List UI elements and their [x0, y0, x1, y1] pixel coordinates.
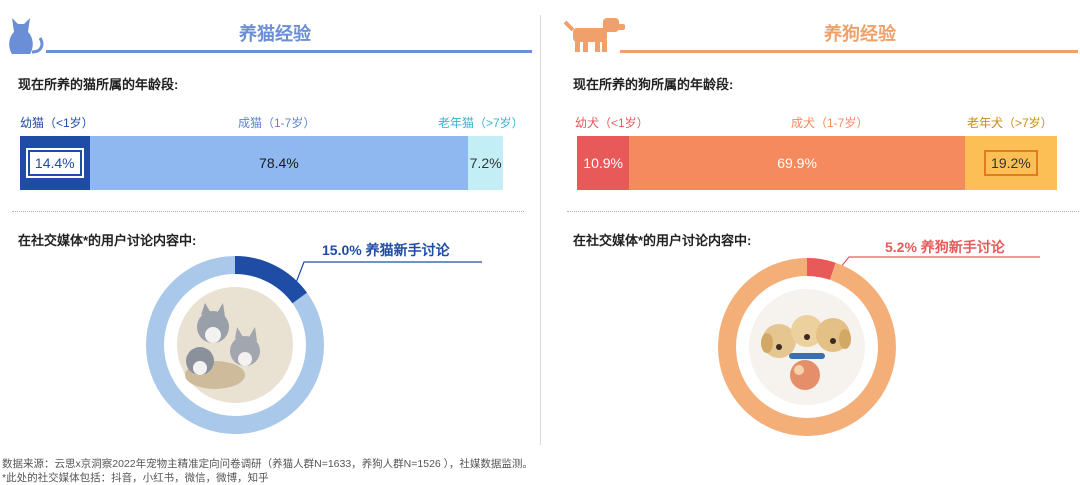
dog-age-question: 现在所养的狗所属的年龄段:: [573, 77, 734, 92]
dog-seg-adult: 69.9%: [629, 136, 965, 190]
dog-social-question: 在社交媒体*的用户讨论内容中:: [573, 233, 752, 248]
dog-callout: 5.2% 养狗新手讨论: [885, 239, 1005, 255]
dog-value-senior: 19.2%: [983, 149, 1039, 177]
cat-donut-slice: [234, 256, 307, 304]
cat-seg-young: 14.4%: [20, 136, 90, 190]
cat-value-senior: 7.2%: [469, 155, 502, 171]
cat-callout: 15.0% 养猫新手讨论: [322, 242, 450, 258]
cat-callout-line: [293, 261, 482, 289]
cat-donut: [146, 256, 324, 434]
dog-header-line: [620, 50, 1078, 53]
dog-seg-senior: 19.2%: [964, 136, 1057, 190]
cat-header-line: [46, 50, 532, 53]
cat-age-bar: 14.4% 78.4% 7.2%: [20, 136, 503, 190]
dog-donut: [718, 258, 896, 436]
dog-panel: 养狗经验 现在所养的狗所属的年龄段: 幼犬（<1岁） 成犬（1-7岁） 老年犬（…: [545, 0, 1080, 450]
cat-age-question: 现在所养的猫所属的年龄段:: [18, 77, 179, 92]
cat-label-senior: 老年猫（>7岁）: [438, 116, 524, 130]
dog-donut-slice: [806, 258, 836, 280]
panel-divider: [540, 15, 541, 445]
dog-icon: [563, 18, 625, 52]
cat-value-young: 14.4%: [25, 148, 84, 178]
dog-label-senior: 老年犬（>7岁）: [967, 116, 1053, 130]
dog-value-young: 10.9%: [583, 155, 623, 171]
cat-label-adult: 成猫（1-7岁）: [238, 116, 316, 130]
dog-label-young: 幼犬（<1岁）: [575, 116, 649, 130]
cat-seg-senior: 7.2%: [468, 136, 503, 190]
cat-value-adult: 78.4%: [259, 155, 299, 171]
dog-age-bar: 10.9% 69.9% 19.2%: [577, 136, 1057, 190]
dog-label-adult: 成犬（1-7岁）: [791, 116, 869, 130]
footnote-source: 数据来源：云思x京洞察2022年宠物主精准定向问卷调研（养猫人群N=1633，养…: [2, 458, 533, 470]
dog-title: 养狗经验: [824, 24, 896, 44]
cat-separator: [12, 211, 524, 212]
cat-seg-adult: 78.4%: [89, 136, 469, 190]
cat-icon: [9, 18, 44, 54]
dog-separator: [567, 211, 1079, 212]
footnote-social-media: *此处的社交媒体包括：抖音，小红书，微信，微博，知乎: [2, 472, 269, 484]
cat-label-young: 幼猫（<1岁）: [20, 116, 94, 130]
cat-social-question: 在社交媒体*的用户讨论内容中:: [18, 233, 197, 248]
dog-value-adult: 69.9%: [777, 155, 817, 171]
cat-panel: 养猫经验 现在所养的猫所属的年龄段: 幼猫（<1岁） 成猫（1-7岁） 老年猫（…: [0, 0, 535, 450]
cat-title: 养猫经验: [239, 24, 311, 44]
dog-seg-young: 10.9%: [577, 136, 630, 190]
